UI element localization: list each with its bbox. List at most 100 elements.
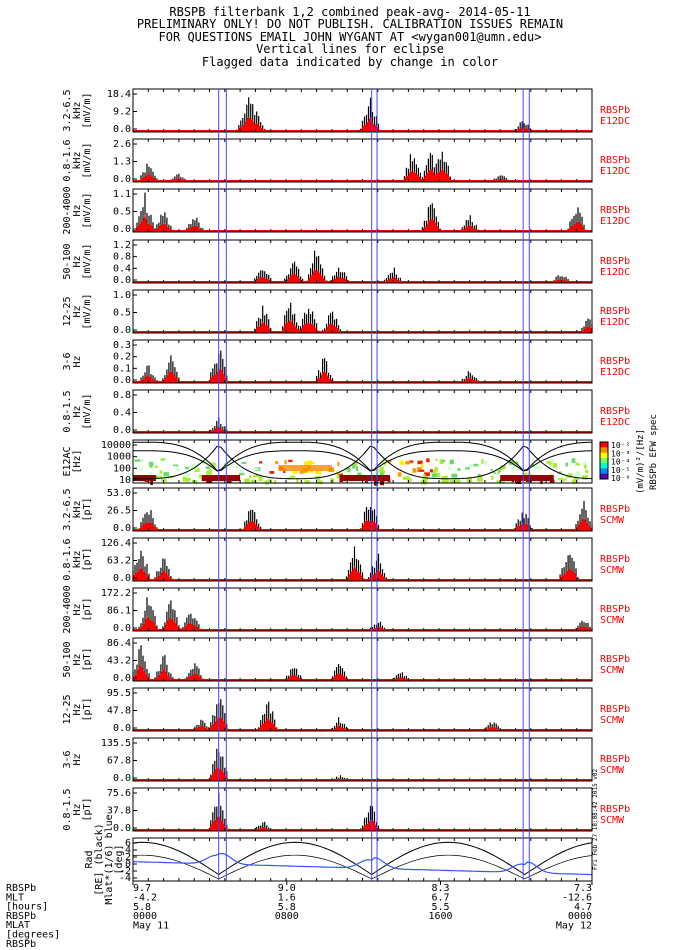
orbit-value: -4.2 <box>133 892 157 903</box>
spectrogram-cell <box>510 468 514 472</box>
spectrogram-cell <box>163 472 169 477</box>
spectrogram-cell <box>336 472 341 475</box>
y-axis-label: Rad <box>84 850 95 868</box>
y-axis-label: [mV/m] <box>82 92 93 128</box>
instrument-label: RBSPb <box>600 704 630 715</box>
y-tick-label: 0 <box>125 859 131 870</box>
y-axis-label: 0.8-1.6 <box>62 139 73 181</box>
spectrogram-cell <box>206 470 213 475</box>
y-tick-label: 0.0 <box>113 823 131 834</box>
spectrogram-cell <box>473 469 477 473</box>
spectrogram-cell <box>399 460 404 466</box>
instrument-label: RBSPb <box>600 155 630 166</box>
y-tick-label: 0.5 <box>113 207 131 218</box>
spectrogram-cell <box>577 465 584 469</box>
spectrogram-cell <box>226 480 232 483</box>
spectrogram-cell <box>455 479 461 483</box>
y-tick-label: 37.8 <box>107 806 131 817</box>
spectrogram-cell <box>379 466 384 470</box>
orbit-value: 8.3 <box>431 883 449 894</box>
spectrogram-cell <box>582 475 588 480</box>
orbit-value: 1.6 <box>278 892 296 903</box>
spectrogram-cell <box>250 480 257 483</box>
y-tick-label: 47.8 <box>107 706 131 717</box>
y-axis-label: [mV/m] <box>82 192 93 228</box>
spectrogram-cell <box>154 475 158 479</box>
spectrogram-cell <box>210 462 216 467</box>
instrument-label: RBSPb <box>600 256 630 267</box>
spectrogram-cell <box>230 462 234 466</box>
orbit-value: 9.7 <box>133 883 151 894</box>
y-tick-label: 0.0 <box>113 224 131 235</box>
instrument-label: RBSPb <box>600 504 630 515</box>
spectrogram-cell <box>397 472 402 477</box>
flagged-fill <box>133 716 592 731</box>
spectrogram-cell <box>441 459 446 463</box>
orbit-value: May 11 <box>133 921 169 932</box>
colorbar-tick-label: 10⁻⁶ <box>611 474 630 483</box>
mlat-curve <box>132 852 592 876</box>
spectrogram-cell <box>571 458 576 463</box>
spectrogram-cell <box>522 465 528 469</box>
y-axis-label: [RE] (black) <box>94 823 105 895</box>
y-axis-label: kHz <box>72 101 83 119</box>
spectrogram-cell <box>148 461 154 467</box>
spectrogram-cell <box>343 469 348 473</box>
spectrogram-cell <box>493 471 496 475</box>
colorbar-cell <box>600 452 608 459</box>
spectrogram-cell <box>296 478 299 483</box>
y-tick-label: 0.1 <box>113 363 131 374</box>
colorbar-tick-label: 10⁻⁴ <box>611 458 630 467</box>
spectrogram-cell <box>402 476 409 480</box>
y-tick-label: 9.2 <box>113 107 131 118</box>
spectrogram-cell <box>539 470 546 473</box>
y-axis-label: Hz <box>72 204 83 216</box>
y-axis-label: E12AC <box>62 446 73 476</box>
colorbar-cell <box>600 447 608 454</box>
spectrogram-cell <box>432 469 437 475</box>
colorbar-tick-label: 10⁻⁵ <box>611 466 630 475</box>
spectrogram-cell <box>516 468 521 472</box>
spectrogram-cell <box>352 464 356 469</box>
spectrogram-cell <box>451 473 458 478</box>
instrument-sublabel: SCMW <box>600 565 625 576</box>
y-tick-label: 75.6 <box>107 788 131 799</box>
spectrogram-cell <box>380 472 384 476</box>
orbit-row-label: [degrees] <box>6 930 60 941</box>
spectrogram-cell <box>476 477 483 482</box>
spectrogram-cell <box>288 459 293 463</box>
spectrogram-cell <box>552 463 558 468</box>
instrument-label: RBSPb <box>600 654 630 665</box>
spectrogram-cell <box>174 468 180 472</box>
y-tick-label: 0.0 <box>113 723 131 734</box>
y-axis-label: 3-6 <box>62 352 73 370</box>
y-tick-label: 63.2 <box>107 556 131 567</box>
y-tick-label: 6 <box>125 838 131 849</box>
spectrogram-cell <box>336 475 343 479</box>
spectrogram-cell <box>134 459 141 462</box>
y-tick-label: 67.8 <box>107 756 131 767</box>
orbit-row-label: RBSPb <box>6 939 36 950</box>
y-axis-label: [mV/m] <box>82 293 93 329</box>
orbit-row-label: RBSPb <box>6 911 36 922</box>
spectrogram-cell <box>218 471 222 475</box>
y-tick-label: -2 <box>119 866 131 877</box>
y-axis-label: Hz <box>72 803 83 815</box>
spectrogram-cell <box>337 461 340 467</box>
y-tick-label: 10 <box>119 475 131 486</box>
spectrogram-cell <box>241 461 247 465</box>
spectrogram-cell <box>591 459 596 465</box>
orbit-table: RBSPbMLT[hours]RBSPbMLAT[degrees]RBSPb9.… <box>6 883 592 950</box>
spectrogram-cell <box>418 469 425 472</box>
orbit-value: 0000 <box>568 911 592 922</box>
y-tick-label: 0.2 <box>113 352 131 363</box>
y-tick-label: 43.2 <box>107 656 131 667</box>
y-axis-label: [mV/m] <box>82 142 93 178</box>
y-axis-label: 3.2-6.5 <box>62 488 73 530</box>
y-tick-label: 0.3 <box>113 340 131 351</box>
spectrogram-cell <box>523 472 528 477</box>
